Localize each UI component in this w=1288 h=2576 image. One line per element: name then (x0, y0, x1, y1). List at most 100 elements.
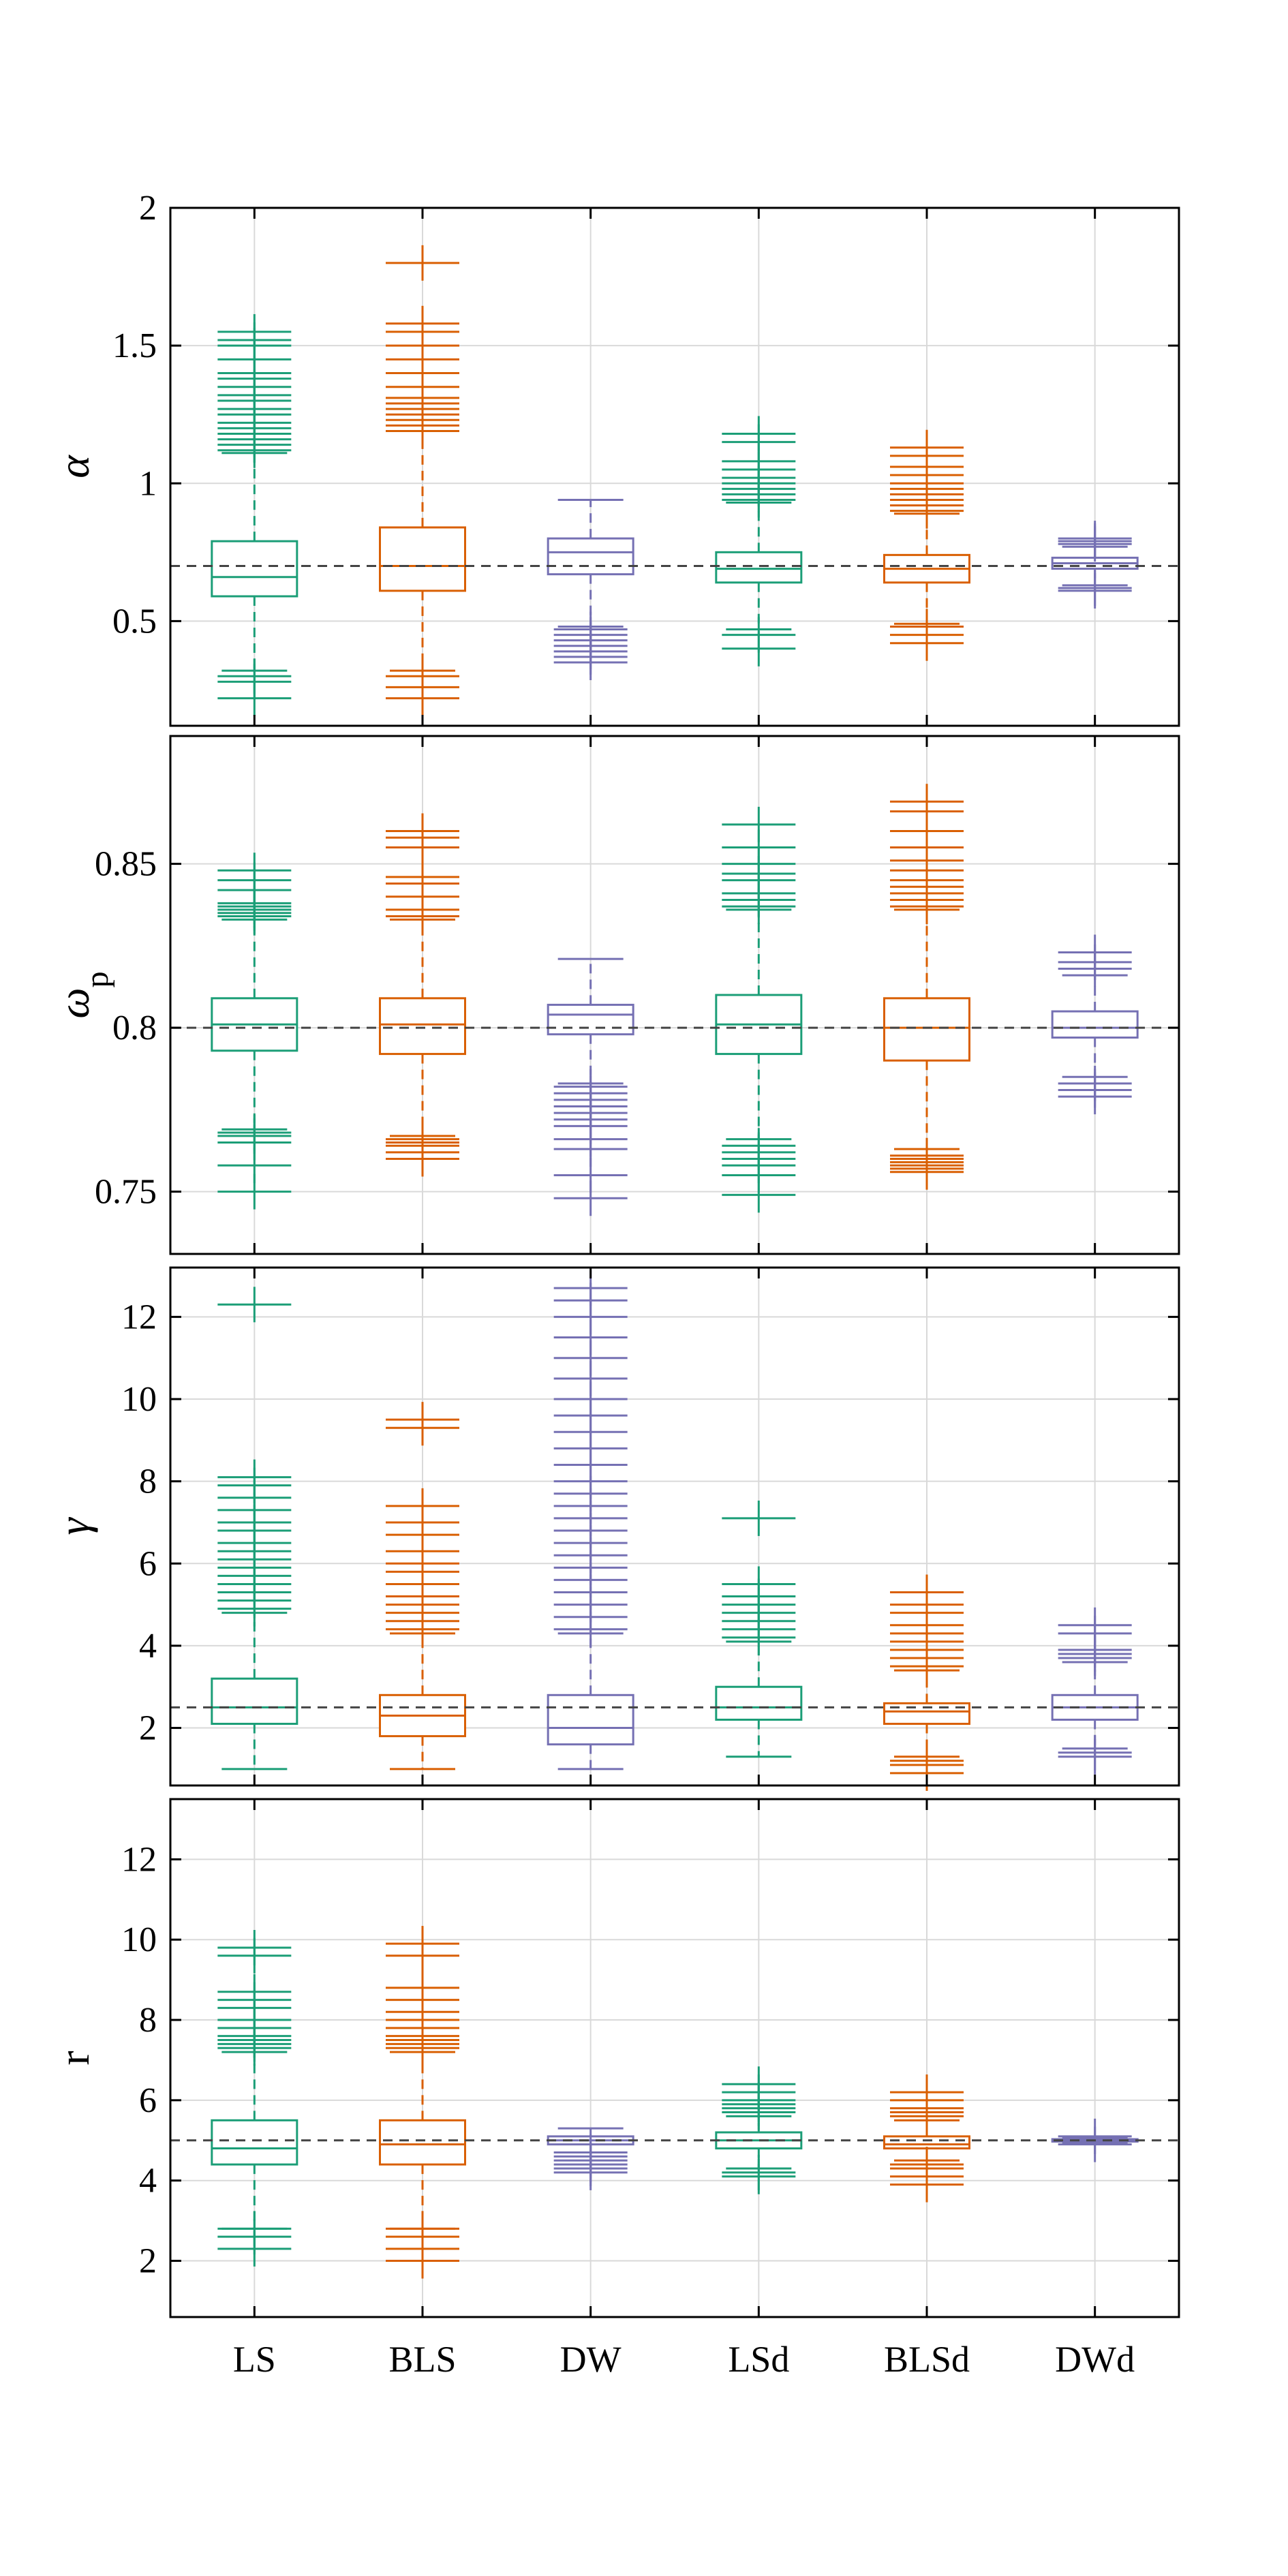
x-tick-label-bls: BLS (388, 2339, 456, 2380)
outlier-marker (553, 611, 628, 647)
iqr-box (883, 1702, 970, 1726)
outlier-marker (890, 2147, 964, 2183)
y-tick-label: 1.5 (112, 326, 157, 365)
y-tick-label: 1 (139, 464, 157, 503)
x-tick-label-lsd: LSd (728, 2339, 789, 2380)
axes-frame (169, 1266, 1180, 1787)
box-dw (547, 499, 634, 681)
box-blsd (883, 2074, 970, 2203)
iqr-box (211, 2119, 298, 2166)
box-ls (211, 1287, 298, 1770)
y-tick-label: 0.8 (112, 1009, 157, 1047)
box-bls (379, 245, 466, 716)
y-tick-label: 10 (121, 1920, 157, 1959)
outlier-marker (722, 416, 796, 452)
outlier-marker (890, 1743, 964, 1779)
outlier-marker (386, 1121, 459, 1157)
box-bls (379, 813, 466, 1177)
axes-frame (169, 1798, 1180, 2318)
outlier-marker (217, 1287, 292, 1323)
box-dwd (1051, 521, 1139, 609)
outlier-marker (722, 806, 796, 842)
outlier-marker (386, 813, 459, 849)
outlier-marker (890, 1574, 964, 1610)
box-lsd (715, 2066, 803, 2194)
iqr-box (379, 526, 466, 592)
box-ls (211, 853, 298, 1210)
outlier-marker (217, 1974, 292, 2010)
x-tick-label-blsd: BLSd (884, 2339, 970, 2380)
outlier-marker (722, 1500, 796, 1536)
iqr-box (547, 537, 634, 576)
iqr-box (211, 540, 298, 598)
x-tick-label-ls: LS (233, 2339, 276, 2380)
outlier-marker (1058, 2118, 1132, 2154)
outlier-marker (1058, 1607, 1132, 1643)
outlier-marker (1058, 934, 1132, 970)
outlier-marker (1058, 1065, 1132, 1101)
box-dw (547, 1270, 634, 1770)
y-tick-label: 10 (121, 1380, 157, 1419)
outlier-marker (553, 2134, 628, 2171)
box-lsd (715, 416, 803, 666)
box-blsd (883, 429, 970, 661)
outlier-marker (722, 2154, 796, 2190)
iqr-box (1051, 1010, 1139, 1039)
y-tick-label: 2 (139, 189, 157, 228)
y-axis-label: ωp (50, 971, 115, 1018)
y-axis-label-main: γ (50, 1517, 98, 1535)
iqr-box (547, 1693, 634, 1746)
outlier-marker (722, 617, 796, 653)
y-tick-label: 2 (139, 1709, 157, 1748)
outlier-marker (217, 1929, 292, 1965)
x-tick-label-dwd: DWd (1055, 2339, 1135, 2380)
outlier-marker (386, 1969, 459, 2006)
iqr-box (379, 2119, 466, 2166)
outlier-marker (1058, 521, 1132, 557)
outlier-marker (217, 1459, 292, 1495)
box-dwd (1051, 934, 1139, 1115)
box-bls (379, 1402, 466, 1770)
y-axis-label: γ (50, 1517, 98, 1535)
box-ls (211, 1929, 298, 2267)
y-tick-label: 2 (139, 2242, 157, 2281)
outlier-marker (553, 1069, 628, 1105)
outlier-marker (386, 1402, 459, 1438)
outlier-marker (890, 429, 964, 465)
outlier-marker (386, 1926, 459, 1962)
y-axis-label-main: r (50, 2051, 98, 2065)
y-axis-label-subscript: p (79, 971, 115, 987)
iqr-box (715, 1685, 803, 1721)
y-tick-label: 8 (139, 2001, 157, 2040)
outlier-marker (217, 2211, 292, 2247)
outlier-marker (890, 609, 964, 645)
y-tick-label: 0.85 (95, 845, 157, 884)
panel-1: 0.5 1 1.5 2 α (50, 189, 1180, 727)
y-tick-label: 6 (139, 2081, 157, 2120)
y-tick-label: 0.5 (112, 602, 157, 641)
panel-2: 0.75 0.8 0.85 ωp (50, 735, 1180, 1255)
outlier-marker (217, 1115, 292, 1151)
outlier-marker (1058, 1734, 1132, 1770)
outlier-marker (386, 245, 459, 281)
outlier-marker (722, 1128, 796, 1164)
y-axis-label-main: α (50, 455, 98, 478)
iqr-box (883, 2135, 970, 2150)
box-dw (547, 2127, 634, 2190)
box-dwd (1051, 1607, 1139, 1775)
outlier-marker (722, 1566, 796, 1602)
y-tick-label: 12 (121, 1298, 157, 1336)
outlier-marker (890, 784, 964, 820)
iqr-box (883, 997, 970, 1062)
box-ls (211, 313, 298, 716)
outlier-marker (386, 1488, 459, 1524)
outlier-marker (1058, 570, 1132, 606)
outlier-marker (890, 2074, 964, 2111)
y-tick-label: 0.75 (95, 1173, 157, 1212)
box-blsd (883, 1574, 970, 1791)
outlier-marker (217, 853, 292, 889)
box-lsd (715, 1500, 803, 1758)
y-tick-label: 12 (121, 1840, 157, 1879)
outlier-marker (890, 1137, 964, 1174)
